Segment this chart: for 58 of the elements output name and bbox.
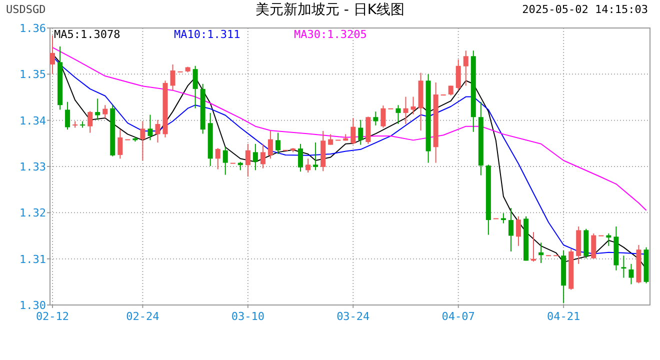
y-tick-label: 1.32	[20, 206, 46, 220]
candlestick	[95, 98, 100, 120]
y-tick-label: 1.33	[20, 160, 46, 174]
series-label: MA5:1.3078	[54, 28, 120, 41]
candlestick	[591, 232, 596, 259]
candlestick	[155, 119, 160, 143]
candlestick	[410, 96, 416, 115]
candlestick	[621, 255, 626, 278]
x-tick-label: 02-24	[126, 310, 160, 323]
candlestick	[65, 101, 70, 130]
y-tick-label: 1.34	[20, 114, 46, 128]
candlestick	[463, 50, 468, 86]
candlestick	[170, 64, 176, 91]
candlestick	[358, 119, 364, 146]
candlestick	[260, 143, 266, 169]
candlestick	[148, 114, 153, 141]
candlestick	[516, 216, 521, 246]
chart-subtitle: USDSGD	[6, 3, 46, 16]
x-tick-label: 04-21	[547, 310, 580, 323]
x-tick-label: 03-24	[336, 310, 370, 323]
candlestick	[118, 129, 123, 160]
x-tick-label: 04-07	[442, 310, 475, 323]
candlestick	[538, 242, 544, 264]
x-tick-label: 03-10	[231, 310, 264, 323]
text: 2025-05-02 14:15:03	[522, 3, 648, 16]
text: MA10:1.311	[174, 28, 240, 41]
candlestick	[313, 142, 318, 171]
candlestick	[252, 143, 258, 171]
candlestick	[448, 85, 454, 96]
candlestick	[508, 208, 514, 252]
candlestick	[268, 130, 273, 160]
candlestick	[275, 132, 280, 155]
candlestick	[628, 263, 634, 285]
chart-title: 美元新加坡元 - 日K线图	[255, 2, 405, 18]
candlestick	[380, 105, 386, 128]
y-tick-label: 1.30	[20, 299, 46, 312]
candlestick	[245, 143, 250, 178]
x-tick-label: 02-12	[36, 310, 70, 323]
candlestick	[328, 134, 334, 146]
candlestick	[306, 158, 311, 173]
candlestick	[88, 110, 93, 134]
candlestick	[373, 111, 378, 126]
candlestick	[140, 120, 146, 161]
y-tick-label: 1.36	[20, 22, 46, 35]
candlestick	[192, 65, 198, 109]
y-tick-label: 1.31	[20, 252, 46, 266]
candlestick	[396, 104, 401, 125]
text: MA30:1.3205	[294, 28, 367, 41]
candlestick	[350, 118, 356, 145]
candlestick	[215, 148, 220, 170]
candlestick	[456, 58, 461, 91]
candlestick	[500, 212, 506, 224]
line-series	[52, 46, 647, 211]
candlestick	[403, 96, 408, 125]
candlestick	[222, 146, 228, 176]
candlestick	[298, 143, 304, 172]
candlestick	[102, 104, 108, 119]
y-tick-label: 1.35	[20, 68, 46, 82]
